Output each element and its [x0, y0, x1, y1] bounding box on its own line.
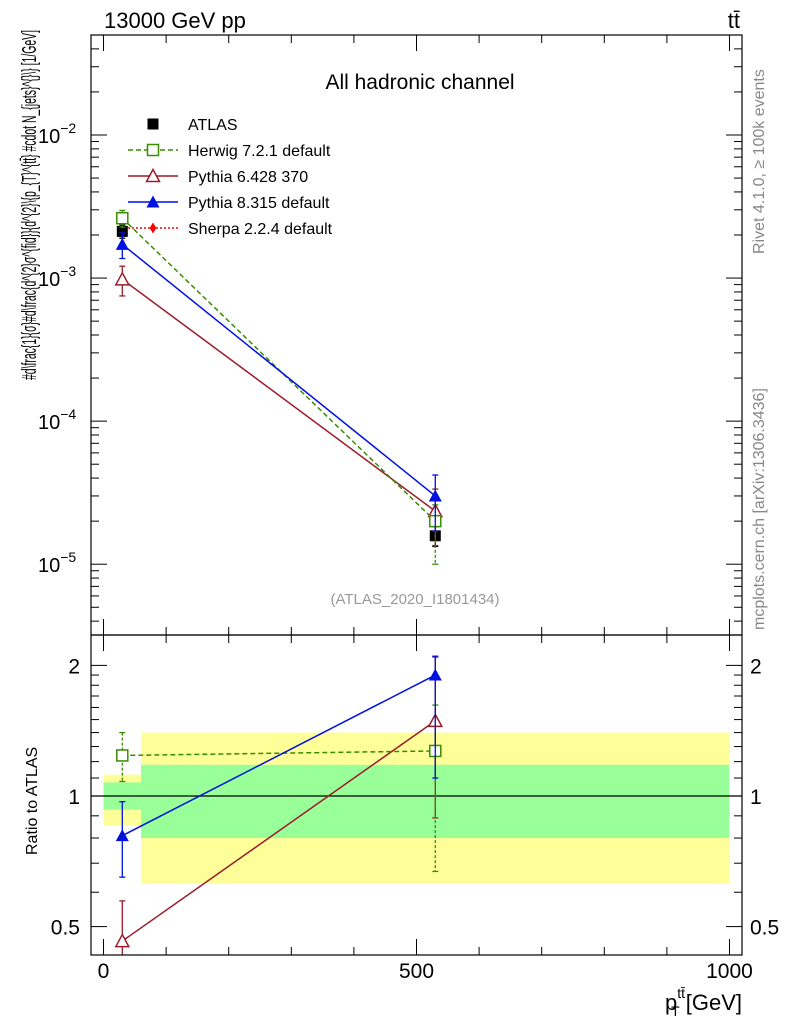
ratio-series-pythia8	[115, 655, 442, 878]
ratio-y-tick-label-left: 0.5	[51, 917, 80, 940]
legend-item-herwig: Herwig 7.2.1 default	[128, 143, 331, 160]
ratio-series-layer	[114, 655, 444, 955]
marker-pythia6	[114, 271, 131, 286]
series-atlas	[116, 224, 441, 548]
y-tick-label-base: 10	[38, 126, 60, 148]
y-tick-label-base: 10	[38, 269, 60, 291]
ratio-line-pythia8	[121, 674, 436, 837]
x-axis-label: ptt̄ T [GeV]	[665, 985, 742, 1019]
analysis-tag: (ATLAS_2020_I1801434)	[330, 591, 499, 608]
ratio-y-tick-label-right: 1	[750, 786, 762, 809]
ratio-y-tick-label-right: 0.5	[750, 917, 779, 940]
main-y-axis-label: #d\frac{1}{σ}#d\frac{d^{2}σ^{fid}}{d^{2}…	[19, 30, 41, 380]
marker-atlas	[116, 225, 128, 237]
mcplots-label: mcplots.cern.ch [arXiv:1306.3436]	[751, 388, 768, 630]
header-energy: 13000 GeV pp	[104, 8, 246, 33]
legend-label-pythia6: Pythia 6.428 370	[188, 169, 308, 186]
y-tick-label-exp: −4	[60, 406, 76, 422]
ratio-line-herwig	[122, 750, 436, 757]
legend-item-pythia6: Pythia 6.428 370	[128, 167, 308, 186]
marker-herwig	[116, 211, 129, 225]
ratio-line-pythia6	[121, 720, 436, 942]
y-tick-label: 10−2	[38, 120, 76, 148]
marker-pythia6	[145, 167, 161, 183]
marker-pythia8	[428, 668, 442, 681]
ratio-frame	[90, 634, 743, 956]
legend-item-atlas: ATLAS	[147, 117, 238, 134]
ratio-y-tick-label-left: 1	[68, 786, 80, 809]
series-herwig	[116, 209, 442, 565]
ratio-y-axis-label: Ratio to ATLAS	[24, 747, 41, 855]
legend-item-sherpa: Sherpa 2.2.4 default	[128, 221, 333, 238]
marker-sherpa	[149, 222, 157, 234]
legend-label-sherpa: Sherpa 2.2.4 default	[188, 221, 333, 238]
marker-pythia6	[114, 932, 131, 948]
header-process: tt̄	[728, 8, 740, 33]
y-tick-label-base: 10	[38, 555, 60, 577]
marker-pythia8	[115, 829, 129, 842]
series-pythia6	[114, 265, 444, 547]
x-axis-label-unit: [GeV]	[680, 990, 742, 1015]
series-pythia8	[115, 232, 442, 532]
x-tick-labels: 0 500 1000	[98, 960, 753, 983]
x-axis-label-sub: T	[671, 1003, 680, 1019]
main-panel: All hadronic channel (ATLAS_2020_I180143…	[19, 30, 743, 636]
y-tick-label-exp: −5	[60, 549, 76, 565]
line-pythia8	[121, 243, 436, 497]
x-tick-label: 500	[399, 960, 434, 983]
ratio-panel: 0.5 0.5 1 1 2 2 Ratio to ATLAS 0 500 1000 ptt̄ T…	[24, 634, 779, 1019]
marker-pythia8	[115, 237, 129, 250]
x-axis-label-sup: tt̄	[677, 985, 685, 1001]
y-tick-label: 10−4	[38, 406, 76, 434]
marker-herwig	[146, 143, 160, 157]
y-tick-label-base: 10	[38, 412, 60, 434]
legend-item-pythia8: Pythia 8.315 default	[128, 195, 330, 212]
ratio-y-tick-label-right: 2	[750, 655, 762, 678]
marker-atlas	[147, 118, 159, 130]
x-tick-label: 1000	[706, 960, 753, 983]
legend-label-pythia8: Pythia 8.315 default	[188, 195, 330, 212]
marker-herwig	[116, 749, 129, 762]
main-title: All hadronic channel	[325, 71, 514, 94]
rivet-label: Rivet 4.1.0, ≥ 100k events	[751, 69, 768, 254]
line-pythia6	[121, 278, 436, 512]
ratio-y-tick-label-left: 2	[68, 655, 80, 678]
y-tick-label: 10−3	[38, 263, 76, 291]
marker-pythia8	[146, 195, 160, 208]
marker-pythia8	[428, 489, 442, 502]
x-tick-label: 0	[98, 960, 110, 983]
ratio-axis-ticks: 0.5 0.5 1 1 2 2	[51, 635, 779, 955]
legend-label-herwig: Herwig 7.2.1 default	[188, 143, 331, 160]
x-axis-label-main: p	[665, 990, 677, 1015]
y-tick-label-exp: −2	[60, 120, 76, 136]
ratio-error-bands	[103, 732, 730, 884]
main-series-layer	[114, 209, 444, 565]
y-tick-label-exp: −3	[60, 263, 76, 279]
main-y-tick-labels: 10−510−410−310−2	[38, 120, 76, 577]
legend: ATLAS Herwig 7.2.1 default Pythia 6.428 37…	[128, 117, 333, 238]
legend-label-atlas: ATLAS	[188, 117, 238, 134]
y-tick-label: 10−5	[38, 549, 76, 577]
